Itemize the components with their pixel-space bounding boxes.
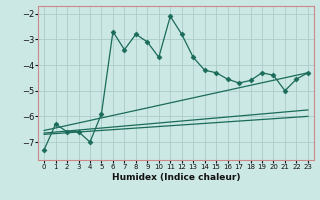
X-axis label: Humidex (Indice chaleur): Humidex (Indice chaleur)	[112, 173, 240, 182]
